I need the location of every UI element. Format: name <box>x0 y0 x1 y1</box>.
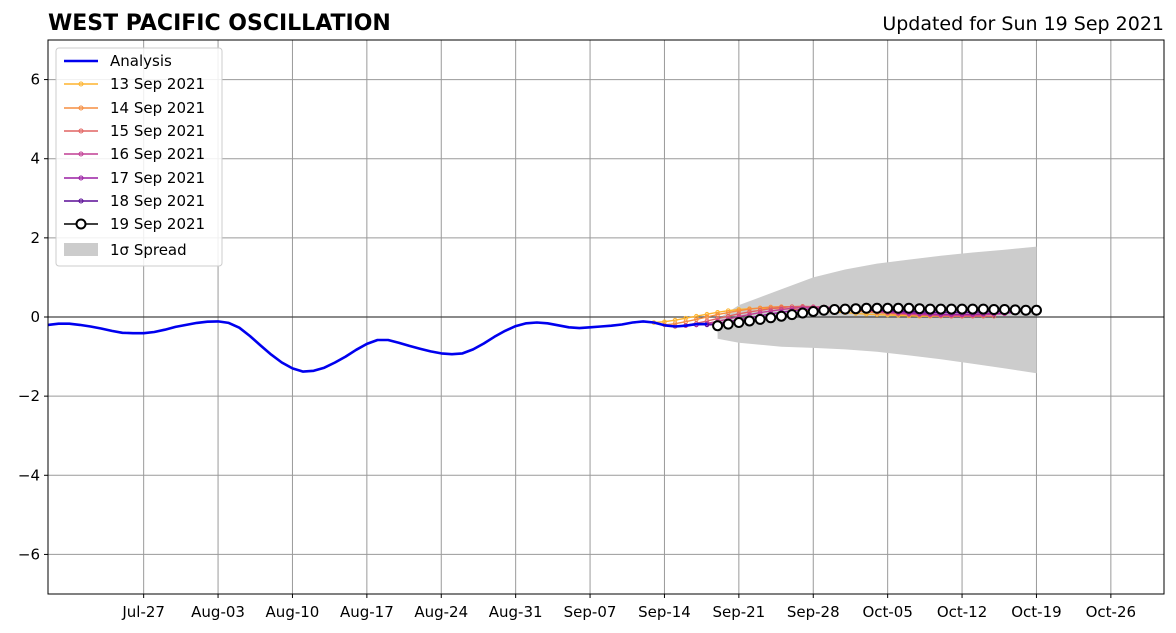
legend-marker-13sep <box>78 81 84 87</box>
forecast-point <box>704 311 710 317</box>
legend-swatch-spread <box>64 243 98 256</box>
legend-marker-18sep <box>78 198 84 204</box>
x-tick-label: Aug-03 <box>191 603 245 621</box>
x-tick-label: Sep-07 <box>564 603 617 621</box>
legend-label-17sep: 17 Sep 2021 <box>110 169 205 187</box>
legend-label-15sep: 15 Sep 2021 <box>110 122 205 140</box>
y-tick-label: 2 <box>30 229 40 247</box>
legend-label-18sep: 18 Sep 2021 <box>110 192 205 210</box>
legend: Analysis 13 Sep 2021 14 Sep 2021 15 Sep … <box>55 47 223 267</box>
legend-label-spread: 1σ Spread <box>110 241 187 259</box>
forecast-point <box>871 302 883 314</box>
legend-label-13sep: 13 Sep 2021 <box>110 75 205 93</box>
y-tick-label: −6 <box>18 545 40 563</box>
forecast-point <box>850 303 862 315</box>
legend-marker-17sep <box>78 175 84 181</box>
legend-marker-16sep <box>78 151 84 157</box>
forecast-point <box>754 313 766 325</box>
forecast-point <box>892 302 904 314</box>
legend-label-19sep: 19 Sep 2021 <box>110 215 205 233</box>
legend-marker-14sep <box>78 105 84 111</box>
x-tick-label: Oct-19 <box>1011 603 1061 621</box>
series-group <box>47 302 1042 373</box>
forecast-point <box>736 311 742 317</box>
forecast-point <box>797 307 809 319</box>
forecast-point <box>882 302 894 314</box>
forecast-point <box>967 303 979 315</box>
x-tick-label: Sep-14 <box>638 603 691 621</box>
forecast-point <box>935 303 947 315</box>
forecast-point <box>956 303 968 315</box>
chart-title: WEST PACIFIC OSCILLATION <box>48 11 391 36</box>
forecast-point <box>775 310 787 322</box>
legend-box <box>55 47 223 267</box>
y-axis: −6 −4 −2 0 2 4 6 <box>18 71 48 563</box>
forecast-point <box>1020 304 1032 316</box>
forecast-point <box>725 313 731 319</box>
x-tick-label: Sep-21 <box>712 603 765 621</box>
forecast-point <box>712 320 724 332</box>
y-tick-label: −2 <box>18 387 40 405</box>
legend-label-14sep: 14 Sep 2021 <box>110 99 205 117</box>
forecast-point <box>807 305 819 317</box>
forecast-point <box>722 318 734 330</box>
legend-label-16sep: 16 Sep 2021 <box>110 145 205 163</box>
legend-label-analysis: Analysis <box>110 52 172 70</box>
forecast-point <box>839 303 851 315</box>
forecast-point <box>747 306 752 312</box>
forecast-point <box>860 302 872 314</box>
y-tick-label: 0 <box>30 308 40 326</box>
x-tick-label: Oct-12 <box>937 603 987 621</box>
forecast-point <box>829 303 841 315</box>
forecast-point <box>988 303 1000 315</box>
y-tick-label: −4 <box>18 466 40 484</box>
forecast-point <box>924 303 936 315</box>
x-tick-label: Oct-26 <box>1086 603 1136 621</box>
x-tick-label: Aug-24 <box>414 603 468 621</box>
x-tick-label: Aug-31 <box>489 603 543 621</box>
forecast-point <box>977 303 989 315</box>
x-tick-label: Aug-10 <box>266 603 320 621</box>
forecast-point <box>1030 304 1042 316</box>
forecast-point <box>765 312 777 324</box>
x-tick-label: Aug-17 <box>340 603 394 621</box>
forecast-point <box>945 303 957 315</box>
y-tick-label: 6 <box>30 71 40 89</box>
forecast-point <box>733 317 745 329</box>
chart-subtitle: Updated for Sun 19 Sep 2021 <box>882 13 1164 35</box>
x-tick-label: Jul-27 <box>121 603 165 621</box>
x-axis: Jul-27 Aug-03 Aug-10 Aug-17 Aug-24 Aug-31 Sep-… <box>121 594 1136 621</box>
forecast-series <box>712 302 1042 332</box>
forecast-point <box>743 315 755 327</box>
forecast-point <box>999 303 1011 315</box>
x-tick-label: Oct-05 <box>862 603 912 621</box>
forecast-point <box>786 309 798 321</box>
analysis-line <box>47 320 707 373</box>
forecast-point <box>747 309 752 315</box>
legend-marker-19sep <box>75 218 87 230</box>
forecast-point <box>818 304 830 316</box>
forecast-point <box>914 303 926 315</box>
forecast-point <box>903 302 915 314</box>
forecast-point <box>1009 304 1021 316</box>
y-tick-label: 4 <box>30 150 40 168</box>
x-tick-label: Sep-28 <box>787 603 840 621</box>
legend-marker-15sep <box>78 128 84 134</box>
